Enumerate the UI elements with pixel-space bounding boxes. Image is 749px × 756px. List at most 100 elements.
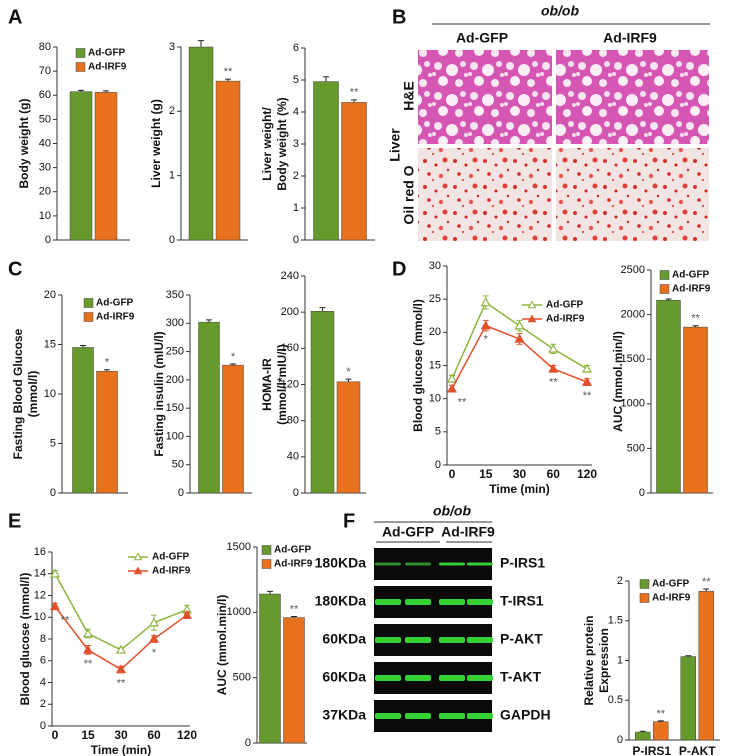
y-tick-label: 10 [34, 611, 46, 623]
y-tick-label: 200 [281, 306, 299, 318]
y-tick-label: 300 [166, 317, 184, 329]
legend-label: Ad-GFP [274, 545, 312, 556]
significance: ** [61, 614, 70, 626]
bar [683, 326, 708, 494]
group-label: ob/ob [541, 3, 580, 19]
y-tick-label: 60 [39, 89, 51, 101]
y-tick-label: 80 [287, 415, 299, 427]
error-bar [657, 720, 664, 722]
significance: ** [702, 576, 711, 588]
y-axis-label: Expression [597, 628, 611, 693]
tissue-label: Liver [387, 128, 403, 162]
bar [198, 321, 220, 494]
y-tick-label: 350 [166, 289, 184, 301]
y-tick-label: 14 [34, 568, 46, 580]
marker [446, 373, 458, 383]
x-axis-label: Time (min) [91, 743, 151, 756]
error-bar [323, 76, 329, 82]
x-tick-label: 60 [547, 467, 561, 481]
legend-label: Ad-IRF9 [96, 312, 135, 323]
y-tick-label: 500 [233, 672, 251, 684]
error-bar [103, 90, 109, 93]
error-bar [230, 363, 236, 366]
blot-band [467, 637, 493, 643]
y-tick-label: 1500 [227, 541, 251, 553]
y-tick-label: 2 [169, 105, 175, 117]
significance: * [231, 351, 236, 363]
legend-swatch [75, 48, 86, 58]
blot-band [375, 562, 401, 566]
bar [341, 102, 367, 241]
blot-band [375, 599, 401, 605]
column-label: Ad-GFP [456, 30, 508, 46]
y-tick-label: 0 [169, 234, 175, 246]
blot-band [467, 562, 493, 566]
error-bar [104, 369, 110, 372]
y-axis-label: Fasting insulin (mIU/l) [152, 331, 166, 456]
bar [656, 300, 681, 494]
x-tick-label: 0 [52, 728, 59, 742]
y-tick-label: 10 [39, 210, 51, 222]
column-label: Ad-IRF9 [603, 30, 657, 46]
significance: ** [458, 397, 467, 409]
significance: ** [290, 603, 299, 615]
legend-label: Ad-GFP [96, 298, 134, 309]
marker [548, 363, 559, 373]
significance: ** [84, 658, 93, 670]
legend-swatch [639, 579, 650, 589]
y-tick-label: 500 [627, 442, 645, 454]
marker [514, 333, 525, 343]
panel-letter: D [392, 258, 406, 280]
y-tick-label: 120 [281, 378, 299, 390]
error-bar [206, 319, 212, 323]
error-bar [78, 89, 84, 92]
y-axis-label: Liver weight/ [260, 107, 274, 181]
panel-letter: A [8, 6, 22, 28]
blot-protein: P-IRS1 [500, 555, 545, 571]
y-tick-label: 3 [169, 41, 175, 53]
y-tick-label: 4 [293, 106, 299, 118]
histology-image [418, 148, 552, 241]
y-axis-label: Fasting Blood Glucose [11, 328, 25, 459]
y-tick-label: 0 [178, 487, 184, 499]
significance: ** [117, 677, 126, 689]
y-tick-label: 5 [50, 437, 56, 449]
blot-band [405, 562, 431, 566]
panel-letter: B [392, 6, 406, 28]
y-tick-label: 1.5 [608, 615, 623, 627]
y-tick-label: 30 [429, 260, 441, 272]
bar [72, 347, 94, 494]
error-bar [345, 378, 352, 382]
marker [49, 568, 61, 578]
y-axis-label: Relative protein [582, 615, 596, 705]
y-tick-label: 0 [45, 234, 51, 246]
line [54, 573, 188, 651]
y-tick-label: 10 [429, 393, 441, 405]
marker [82, 644, 94, 654]
y-axis-label: (mmol/l) [26, 371, 40, 418]
error-bar [351, 99, 357, 103]
marker [148, 617, 160, 627]
blot-protein: T-IRS1 [500, 593, 544, 609]
y-tick-label: 1000 [227, 606, 251, 618]
stain-label: H&E [401, 81, 417, 111]
blot-size: 37KDa [322, 707, 366, 723]
y-tick-label: 5 [435, 426, 441, 438]
legend-label: Ad-GFP [652, 579, 690, 590]
y-axis-label: Blood glucose (mmol/l) [18, 573, 32, 706]
bar [313, 81, 339, 241]
y-axis-label: AUC (mmol.min/l) [611, 331, 625, 432]
legend-label: Ad-IRF9 [152, 566, 191, 577]
legend-label: Ad-IRF9 [672, 284, 711, 295]
y-axis-label: Liver weight (g) [149, 99, 163, 188]
y-tick-label: 10 [44, 388, 56, 400]
y-tick-label: 160 [281, 342, 299, 354]
y-tick-label: 0 [40, 720, 46, 732]
stain-label: Oil red O [401, 165, 417, 224]
marker [115, 664, 127, 674]
error-bar [703, 588, 710, 592]
blot-size: 60KDa [322, 669, 366, 685]
marker [581, 376, 593, 386]
bar [69, 91, 93, 241]
blot-band [405, 599, 431, 605]
